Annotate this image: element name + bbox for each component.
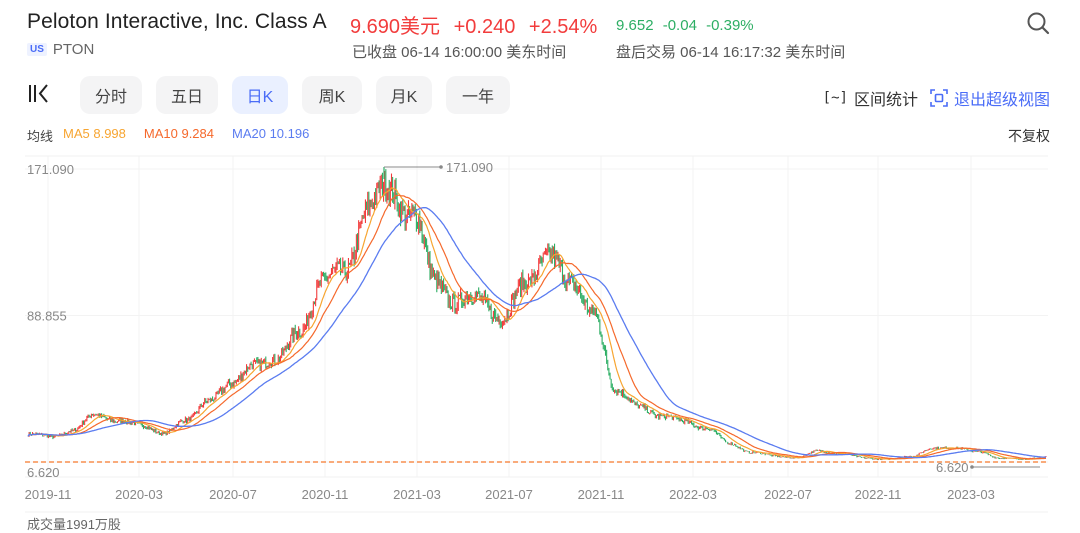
y-tick-label: 88.855 xyxy=(27,309,67,324)
tab-3[interactable]: 周K xyxy=(302,76,362,114)
kline-chart[interactable]: 2019-11 2020-03 2020-07 2020-11 2021-03 2021-… xyxy=(0,150,1080,515)
x-tick-label: 2020-11 xyxy=(302,487,349,502)
price-change: +0.240 xyxy=(453,16,516,38)
x-tick-label: 2020-03 xyxy=(115,487,163,502)
tab-1[interactable]: 五日 xyxy=(156,76,218,114)
after-hours-change: -0.04 xyxy=(662,17,697,34)
tab-4[interactable]: 月K xyxy=(376,76,432,114)
x-tick-label: 2022-11 xyxy=(855,487,902,502)
x-tick-label: 2022-07 xyxy=(764,487,812,502)
range-stats-label: 区间统计 xyxy=(853,92,918,109)
after-hours-change-pct: -0.39% xyxy=(706,17,754,34)
price-change-pct: +2.54% xyxy=(528,16,598,38)
ticker-row: US PTON xyxy=(27,41,94,58)
ticker-symbol: PTON xyxy=(52,41,95,58)
x-tick-label: 2021-11 xyxy=(578,487,625,502)
range-stats-icon: [~] xyxy=(822,90,848,106)
search-icon[interactable] xyxy=(1026,11,1050,35)
chart-type-toggle-icon[interactable] xyxy=(27,82,51,106)
ma20-value: MA20 10.196 xyxy=(232,126,310,141)
y-tick-label: 171.090 xyxy=(27,162,74,177)
x-tick-label: 2023-03 xyxy=(947,487,995,502)
ma10-value: MA10 9.284 xyxy=(143,126,214,141)
max-price-label: 171.090 xyxy=(446,160,493,175)
y-tick-label: 6.620 xyxy=(27,465,60,480)
x-tick-label: 2021-07 xyxy=(485,487,533,502)
x-tick-label: 2019-11 xyxy=(25,487,72,502)
x-tick-label: 2021-03 xyxy=(393,487,441,502)
stock-name: Peloton Interactive, Inc. Class A xyxy=(27,10,327,33)
exit-super-view-button[interactable]: 退出超级视图 xyxy=(930,86,1050,110)
close-status: 已收盘 06-14 16:00:00 美东时间 xyxy=(352,44,567,61)
exit-super-view-label: 退出超级视图 xyxy=(953,92,1050,109)
ma5-value: MA5 8.998 xyxy=(63,126,126,141)
last-price: 9.690美元 xyxy=(350,16,441,38)
min-price-label: 6.620 xyxy=(936,460,969,475)
x-tick-label: 2022-03 xyxy=(669,487,717,502)
market-badge: US xyxy=(27,43,47,56)
ma-legend: 均线 MA5 8.998 MA10 9.284 MA20 10.196 xyxy=(27,126,327,145)
after-hours-row: 9.652 -0.04 -0.39% xyxy=(616,17,759,34)
period-tabs: 分时 五日 日K 周K 月K 一年 xyxy=(80,76,524,114)
volume-label: 成交量1991万股 xyxy=(27,517,121,532)
price-adjust-selector[interactable]: 不复权 xyxy=(1008,128,1050,144)
after-hours-price: 9.652 xyxy=(616,17,654,34)
chart-tools: [~] 区间统计 退出超级视图 xyxy=(823,86,1050,110)
price-row: 9.690美元 +0.240 +2.54% xyxy=(350,10,605,39)
tab-5[interactable]: 一年 xyxy=(446,76,510,114)
fullscreen-exit-icon xyxy=(930,89,948,107)
tab-2[interactable]: 日K xyxy=(232,76,288,114)
candles xyxy=(28,169,1047,461)
ma-legend-label: 均线 xyxy=(27,129,54,144)
after-hours-status: 盘后交易 06-14 16:17:32 美东时间 xyxy=(616,44,846,61)
range-stats-button[interactable]: [~] 区间统计 xyxy=(823,86,918,110)
x-tick-label: 2020-07 xyxy=(209,487,257,502)
tab-0[interactable]: 分时 xyxy=(80,76,142,114)
